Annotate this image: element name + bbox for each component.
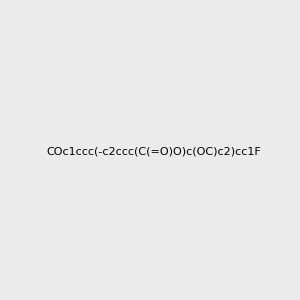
Text: COc1ccc(-c2ccc(C(=O)O)c(OC)c2)cc1F: COc1ccc(-c2ccc(C(=O)O)c(OC)c2)cc1F [46,146,261,157]
